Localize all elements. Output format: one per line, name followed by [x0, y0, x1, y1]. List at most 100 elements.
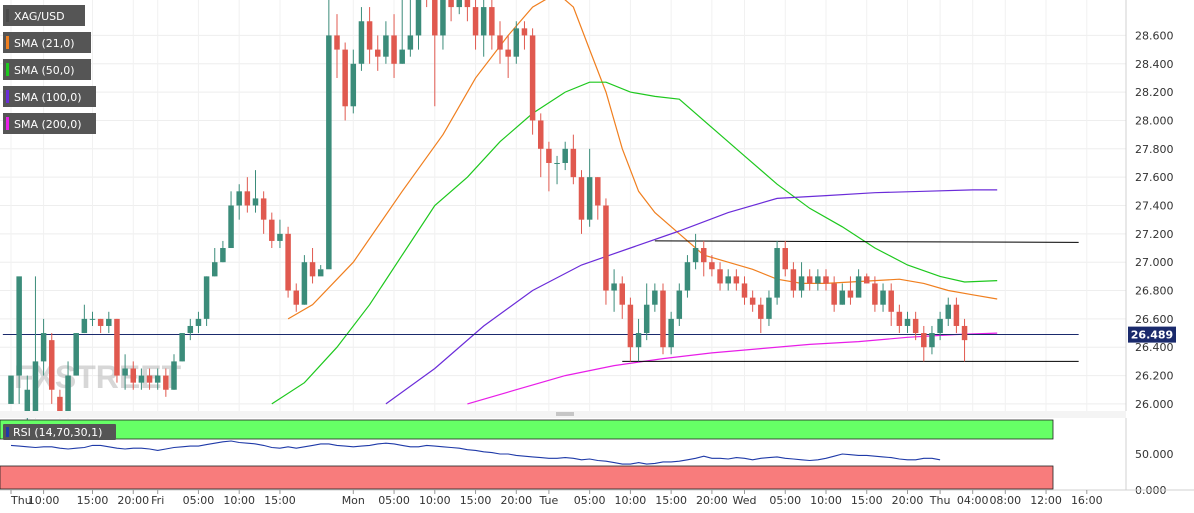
candle[interactable]	[864, 273, 870, 284]
candle[interactable]	[643, 283, 650, 341]
candle[interactable]	[252, 170, 259, 213]
candle[interactable]	[888, 283, 894, 326]
candle[interactable]	[187, 318, 194, 341]
candle[interactable]	[212, 248, 218, 277]
candle[interactable]	[790, 262, 797, 298]
legend-item-box[interactable]	[3, 5, 85, 26]
candle[interactable]	[489, 0, 495, 50]
candle[interactable]	[570, 134, 577, 185]
candle[interactable]	[806, 269, 813, 291]
legend-item-box[interactable]	[3, 59, 91, 80]
candle[interactable]	[815, 269, 821, 291]
candle[interactable]	[929, 325, 935, 355]
candle[interactable]	[383, 21, 389, 64]
candle[interactable]	[676, 283, 683, 326]
candle[interactable]	[334, 14, 340, 78]
candle[interactable]	[122, 354, 128, 390]
candle[interactable]	[586, 148, 593, 227]
candle[interactable]	[831, 276, 837, 312]
candle[interactable]	[749, 290, 756, 312]
candle[interactable]	[497, 21, 503, 64]
candle[interactable]	[179, 333, 185, 362]
candle[interactable]	[244, 177, 251, 213]
candle[interactable]	[472, 0, 479, 50]
candle[interactable]	[652, 283, 658, 312]
candle[interactable]	[65, 361, 71, 419]
legend-item[interactable]: XAG/USD	[3, 5, 85, 26]
candle[interactable]	[538, 113, 544, 178]
candle[interactable]	[138, 368, 145, 390]
candle[interactable]	[668, 311, 674, 355]
candle[interactable]	[635, 318, 642, 362]
candle[interactable]	[782, 240, 789, 277]
candle[interactable]	[326, 0, 332, 270]
candle[interactable]	[725, 269, 731, 291]
candle[interactable]	[758, 297, 764, 334]
candle[interactable]	[106, 311, 112, 334]
candle[interactable]	[163, 368, 169, 397]
candle[interactable]	[896, 304, 903, 334]
candle[interactable]	[798, 262, 805, 298]
trend-line-0[interactable]	[654, 240, 1079, 243]
candle[interactable]	[309, 248, 316, 284]
candle[interactable]	[203, 276, 210, 326]
candle[interactable]	[921, 325, 927, 362]
candle[interactable]	[73, 333, 79, 376]
candle[interactable]	[709, 255, 715, 277]
candle[interactable]	[301, 255, 308, 305]
candle[interactable]	[741, 276, 748, 305]
candle[interactable]	[146, 368, 153, 390]
candle[interactable]	[505, 35, 511, 78]
candle[interactable]	[513, 21, 520, 64]
candle[interactable]	[358, 7, 365, 71]
candle[interactable]	[701, 240, 707, 277]
candle[interactable]	[448, 0, 454, 22]
candle[interactable]	[440, 0, 446, 50]
candle[interactable]	[269, 212, 275, 249]
candle[interactable]	[546, 141, 552, 192]
candle[interactable]	[293, 283, 300, 312]
candle[interactable]	[8, 375, 14, 404]
candle[interactable]	[97, 318, 104, 334]
candle[interactable]	[375, 35, 381, 71]
candle[interactable]	[562, 141, 568, 171]
candle[interactable]	[961, 318, 968, 362]
candle[interactable]	[627, 297, 634, 362]
candle[interactable]	[89, 311, 96, 326]
candle[interactable]	[228, 191, 234, 249]
candle[interactable]	[81, 304, 88, 334]
candle[interactable]	[692, 233, 699, 270]
candle[interactable]	[350, 49, 357, 114]
candle[interactable]	[904, 311, 911, 334]
candle[interactable]	[603, 198, 609, 305]
candle[interactable]	[236, 184, 242, 220]
candle[interactable]	[595, 177, 601, 220]
candle[interactable]	[130, 361, 137, 390]
candle[interactable]	[912, 311, 919, 341]
candle[interactable]	[521, 21, 528, 50]
candle[interactable]	[953, 297, 960, 334]
candle[interactable]	[774, 240, 780, 305]
candle[interactable]	[733, 269, 740, 291]
candle[interactable]	[16, 276, 22, 404]
legend-item-box[interactable]	[3, 32, 91, 53]
candle[interactable]	[766, 290, 772, 326]
candle[interactable]	[464, 0, 471, 22]
candle[interactable]	[872, 276, 878, 312]
candle[interactable]	[220, 240, 226, 263]
candle[interactable]	[154, 368, 161, 390]
candle[interactable]	[342, 42, 348, 121]
rsi-legend-box[interactable]	[3, 424, 116, 440]
candle[interactable]	[399, 0, 405, 64]
candle[interactable]	[529, 28, 536, 135]
legend-item[interactable]: SMA (21,0)	[3, 32, 91, 53]
candle[interactable]	[839, 283, 846, 305]
legend-item[interactable]: SMA (100,0)	[3, 86, 96, 107]
candle[interactable]	[407, 0, 414, 57]
candle[interactable]	[578, 170, 585, 234]
candle[interactable]	[660, 283, 666, 355]
candle[interactable]	[619, 276, 626, 319]
rsi-legend[interactable]: RSI (14,70,30,1)	[3, 424, 116, 440]
candle[interactable]	[823, 269, 829, 291]
candle[interactable]	[554, 155, 560, 185]
